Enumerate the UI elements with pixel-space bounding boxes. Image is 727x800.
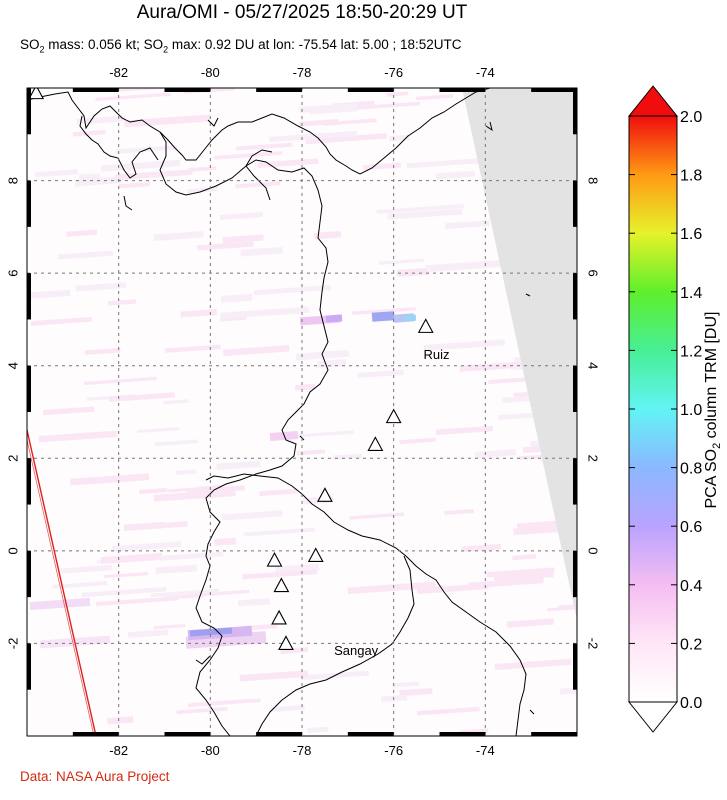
lat-tick-label: 4 [586,362,601,369]
swath-edge-line [27,429,97,736]
volcano-icon [385,408,402,424]
volcano-markers [28,88,434,650]
colorbar-tick-label: 0.2 [680,636,702,653]
lat-tick-label: 8 [5,177,20,184]
lat-tick-label: 0 [5,547,20,554]
colorbar-tick-label: 0.8 [680,461,702,478]
colorbar-tick-label: 1.2 [680,343,702,360]
lat-tick-labels-left: 8 6 4 2 0 -2 [5,177,20,649]
colorbar-label: PCA SO2 column TRM [DU] [703,312,723,509]
lat-tick-label: 8 [586,177,601,184]
colorbar-max-arrow [627,85,679,117]
map-subtitle: SO2 mass: 0.056 kt; SO2 max: 0.92 DU at … [20,37,462,55]
volcano-icon [316,487,333,502]
lon-tick-label: -74 [476,743,495,758]
lon-tick-label: -76 [384,743,403,758]
colorbar-tick-label: 1.6 [680,226,702,243]
map-gridlines [27,88,577,736]
colorbar-min-arrow [627,701,679,733]
colorbar-tick-label: 0.4 [680,578,702,595]
colorbar-ticks: 0.0 0.2 0.4 0.6 0.8 1.0 1.2 1.4 1.6 1.8 2.0 [629,109,702,712]
volcano-icon [417,318,434,333]
colorbar-tick-label: 1.8 [680,168,702,185]
so2-plume-patches [29,311,417,649]
lat-tick-label: -2 [586,638,601,650]
lat-tick-label: 6 [5,270,20,277]
volcano-icon [273,577,290,593]
volcano-icon [28,88,45,100]
lon-tick-label: -78 [293,743,312,758]
colorbar-tick-label: 0.6 [680,519,702,536]
volcano-icon [278,635,294,650]
colorbar-tick-label: 2.0 [680,109,702,126]
volcano-name-label: Ruiz [423,347,449,362]
data-credit: Data: NASA Aura Project [20,769,170,784]
lat-tick-labels-right: 8 6 4 2 0 -2 [586,177,601,649]
lat-tick-label: 4 [5,362,20,369]
volcano-icon [367,436,384,451]
map-border-ticks [27,88,577,736]
lat-tick-label: -2 [5,638,20,650]
lat-tick-label: 2 [5,455,20,462]
lat-tick-label: 2 [586,455,601,462]
colorbar-tick-label: 0.0 [680,695,702,712]
lat-tick-label: 6 [586,270,601,277]
no-data-region [462,88,577,620]
colorbar: 0.0 0.2 0.4 0.6 0.8 1.0 1.2 1.4 1.6 1.8 2.0 PCA SO… [627,85,723,733]
lon-tick-label: -80 [201,743,220,758]
lon-tick-label: -82 [109,743,128,758]
lon-tick-labels-top: -82 -80 -78 -76 -74 [109,65,494,80]
map-title: Aura/OMI - 05/27/2025 18:50-20:29 UT [136,2,468,23]
volcano-labels: Ruiz Sangay [334,347,449,658]
colorbar-ramp [628,115,678,703]
volcano-icon [271,609,288,625]
volcano-name-label: Sangay [334,643,379,658]
country-borders [205,165,527,736]
lon-tick-label: -78 [293,65,312,80]
colorbar-tick-label: 1.4 [680,285,702,302]
lat-tick-label: 0 [586,547,601,554]
lon-tick-label: -82 [109,65,128,80]
lon-tick-label: -80 [201,65,220,80]
colorbar-tick-label: 1.0 [680,402,702,419]
lon-tick-label: -76 [384,65,403,80]
volcano-icon [266,551,283,567]
volcano-icon [307,547,324,563]
lon-tick-labels-bottom: -82 -80 -78 -76 -74 [109,743,494,758]
lon-tick-label: -74 [476,65,495,80]
